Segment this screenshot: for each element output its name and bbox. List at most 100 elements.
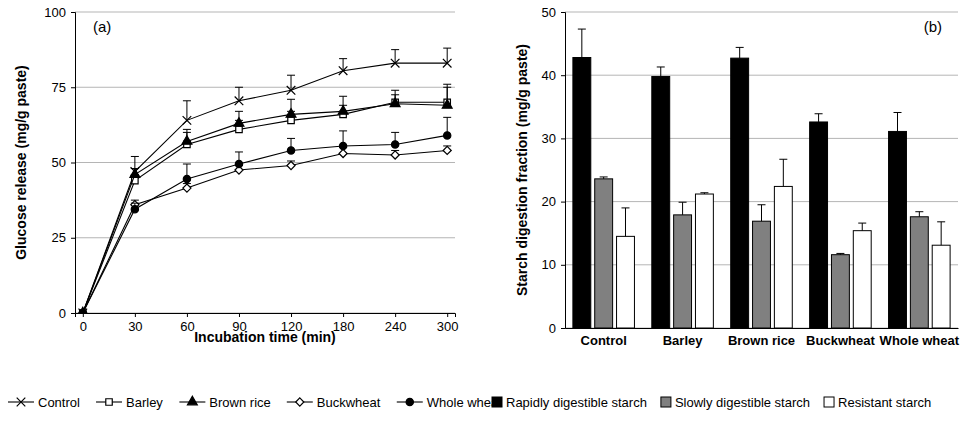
error-bar (836, 253, 844, 254)
marker (288, 117, 294, 123)
marker (286, 109, 296, 118)
error-bar (600, 177, 608, 179)
y-tick-label: 100 (44, 5, 66, 20)
x-tick-label: 60 (180, 319, 194, 334)
marker (80, 310, 86, 313)
marker (79, 309, 87, 313)
x-tick: 300 (437, 313, 459, 334)
y-tick-label: 10 (542, 257, 556, 272)
x-tick: 240 (385, 313, 407, 334)
figure: 02550751000306090120180240300Glucose rel… (0, 0, 968, 425)
y-tick-label: 50 (542, 5, 556, 20)
bar (774, 186, 792, 328)
line (83, 135, 447, 313)
y-tick-mark (71, 163, 75, 164)
y-tick: 100 (44, 5, 75, 20)
line (83, 104, 447, 313)
x-tick-mark (239, 313, 240, 317)
line (83, 63, 447, 313)
marker (287, 147, 294, 154)
series (573, 29, 907, 328)
bar (695, 194, 713, 328)
marker (235, 96, 244, 105)
series (79, 117, 451, 313)
y-axis-line (561, 13, 566, 329)
marker (442, 100, 452, 109)
x-tick-label: Brown rice (728, 333, 795, 348)
x-tick: Buckwheat (806, 328, 875, 348)
legend-item: Slowly digestible starch (661, 395, 810, 410)
marker (391, 141, 398, 148)
grid-line (75, 237, 455, 238)
x-tick-mark (447, 313, 448, 317)
marker (339, 149, 347, 157)
legend-item: Brown rice (179, 395, 270, 410)
y-tick: 20 (542, 194, 565, 209)
bar (810, 122, 828, 328)
line (83, 102, 447, 313)
y-tick-mark (561, 328, 565, 329)
series (595, 177, 929, 328)
x-tick: Control (581, 328, 627, 348)
series (79, 48, 452, 313)
marker (339, 142, 346, 149)
legend-label: Slowly digestible starch (675, 395, 810, 410)
y-tick-label: 75 (52, 80, 66, 95)
legend-label: Brown rice (209, 395, 270, 410)
legend-label: Whole wheat (427, 395, 503, 410)
y-tick: 40 (542, 68, 565, 83)
y-tick-mark (71, 12, 75, 13)
bar (674, 215, 692, 328)
error-bar (700, 193, 708, 194)
x-tick: Whole wheat (880, 328, 960, 348)
bar (573, 58, 591, 328)
x-tick-mark (343, 313, 344, 317)
grid (565, 12, 958, 328)
x-tick-label: Barley (663, 333, 704, 348)
series (617, 159, 951, 328)
legend-item: Barley (96, 395, 163, 410)
y-tick: 50 (52, 155, 75, 170)
y-tick-mark (561, 265, 565, 266)
y-tick-label: 20 (542, 194, 556, 209)
legend-label: Control (38, 395, 80, 410)
panel-0: 02550751000306090120180240300Glucose rel… (8, 5, 502, 410)
bar (731, 58, 749, 328)
grid-line (75, 87, 455, 88)
x-tick-label: 300 (437, 319, 459, 334)
x-axis-line (76, 314, 456, 318)
x-tick-label: 30 (128, 319, 142, 334)
bar (617, 236, 635, 328)
y-axis-line (71, 13, 76, 314)
series (78, 87, 452, 313)
grid-line (75, 12, 455, 13)
grid-line (565, 12, 958, 13)
plot-area (573, 29, 950, 328)
grid-line (75, 162, 455, 163)
y-tick: 25 (52, 230, 75, 245)
error-bar (858, 223, 866, 231)
error-bar (915, 212, 923, 217)
legend-label: Buckwheat (317, 395, 381, 410)
y-axis: 01020304050 (542, 5, 566, 336)
y-tick-label: 50 (52, 155, 66, 170)
bar (910, 217, 928, 328)
panel-1: 01020304050ControlBarleyBrown riceBuckwh… (492, 5, 960, 410)
marker (182, 136, 192, 145)
error-bar (815, 114, 823, 122)
legend-label: Rapidly digestible starch (506, 395, 647, 410)
x-tick-mark (83, 313, 84, 317)
legend-marker (106, 399, 112, 405)
y-tick-mark (561, 75, 565, 76)
y-axis-title: Starch digestion fraction (mg/g paste) (514, 44, 530, 296)
x-tick: 0 (80, 313, 87, 334)
legend-swatch (492, 397, 502, 407)
marker (339, 66, 348, 75)
error-bar (339, 105, 347, 114)
marker (131, 205, 138, 212)
y-tick: 75 (52, 80, 75, 95)
x-axis-line (566, 328, 959, 329)
x-tick-label: 240 (385, 319, 407, 334)
x-tick-mark (395, 313, 396, 317)
marker (183, 175, 190, 182)
